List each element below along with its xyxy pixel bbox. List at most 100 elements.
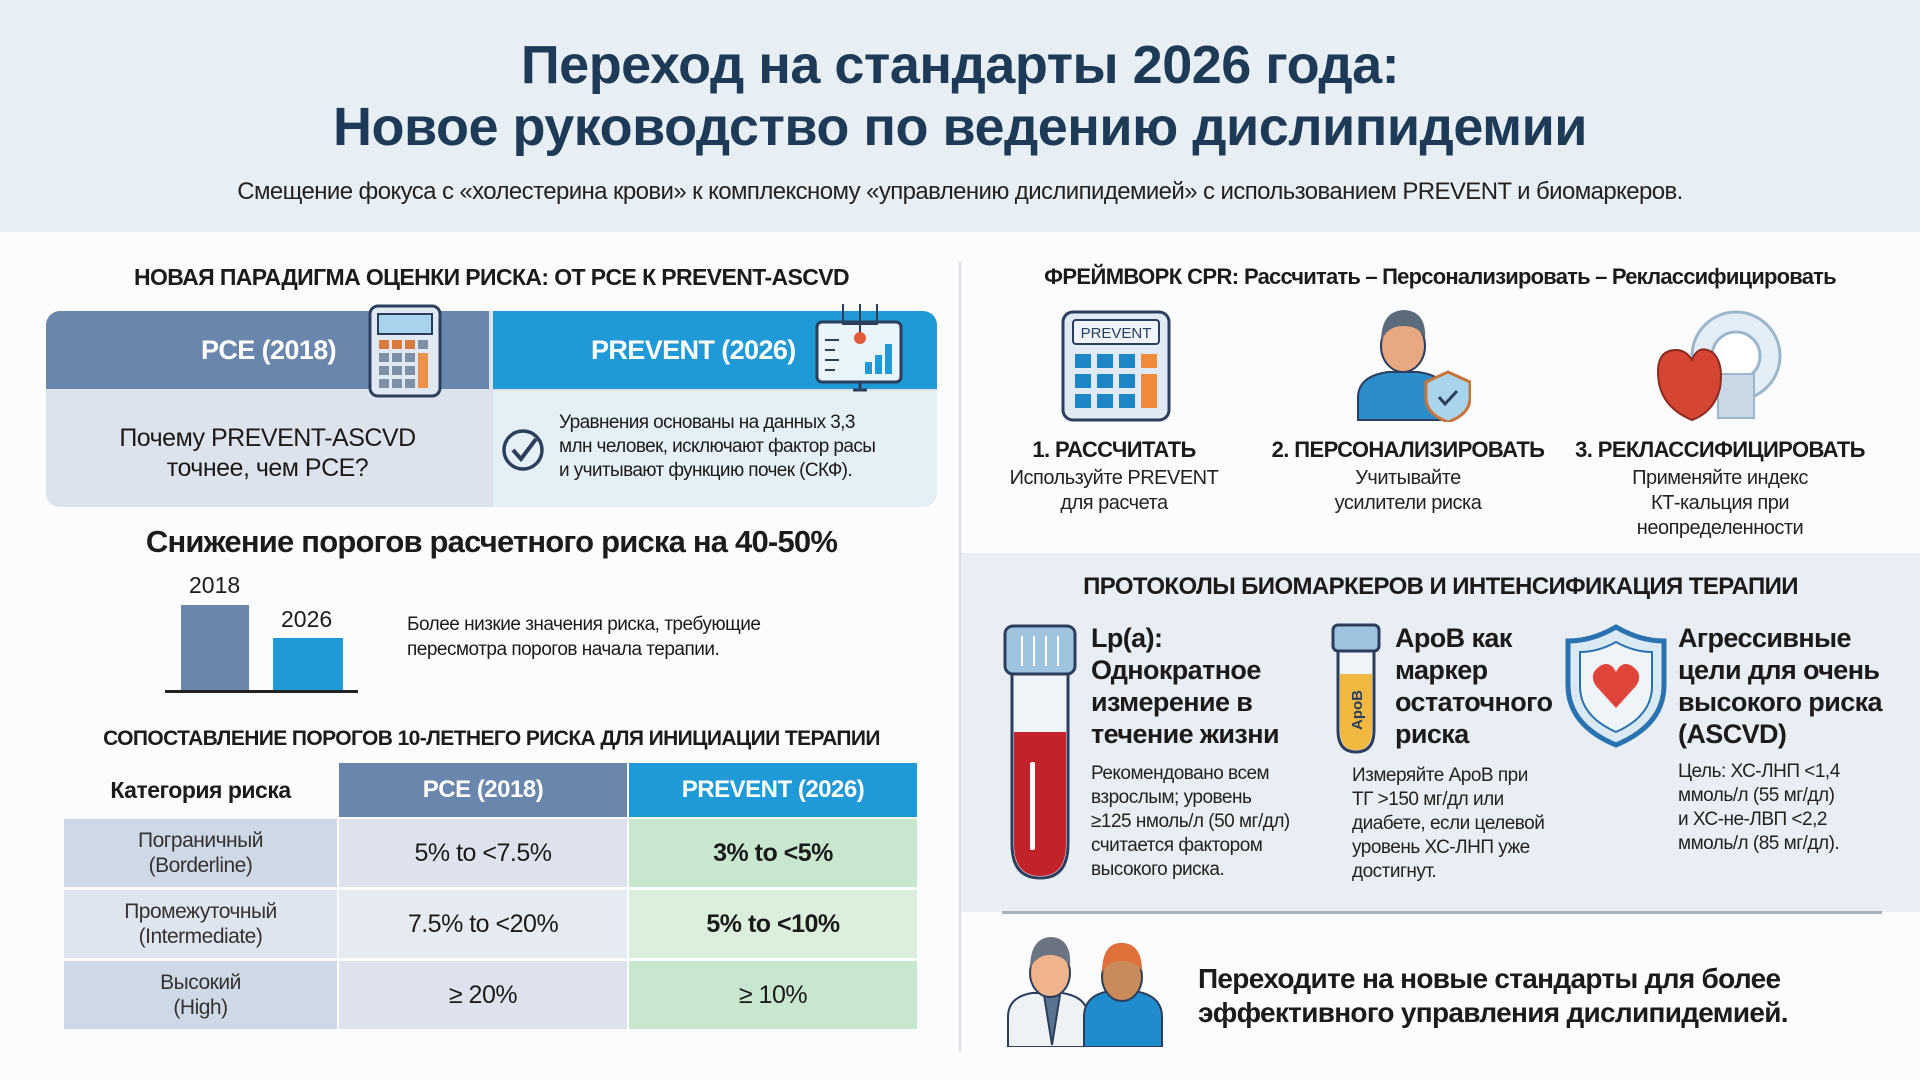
biomarker-desc-line: Рекомендовано всем xyxy=(1091,763,1270,784)
pce-value: 7.5% to <20% xyxy=(339,890,627,958)
step-desc-line: Применяйте индекс xyxy=(1632,467,1808,489)
biomarker-title-line: риска xyxy=(1395,719,1469,749)
category-name-en: (Borderline) xyxy=(148,854,253,877)
col-header-category: Категория риска xyxy=(110,776,291,803)
answer-line2: млн человек, исключают фактор расы xyxy=(559,436,876,457)
header-banner xyxy=(0,0,1920,232)
biomarkers-panel xyxy=(961,553,1920,912)
prevent-calculator-icon: PREVENT xyxy=(1061,310,1171,422)
pce-label: PCE (2018) xyxy=(201,335,337,365)
step-title: 1. РАССЧИТАТЬ xyxy=(1032,437,1196,462)
biomarker-title-line: измерение в xyxy=(1091,687,1253,717)
page-title-line2: Новое руководство по ведению дислипидеми… xyxy=(333,97,1587,157)
biomarker-desc-line: достигнут. xyxy=(1352,861,1437,882)
pce-body xyxy=(46,391,489,507)
category-name-en: (High) xyxy=(173,996,228,1019)
question-line2: точнее, чем PCE? xyxy=(166,454,369,482)
col-header-pce: PCE (2018) xyxy=(339,763,627,817)
answer-line3: и учитывают функцию почек (СКФ). xyxy=(559,460,853,481)
biomarker-title-line: остаточного xyxy=(1395,687,1553,717)
reduction-note-line2: пересмотра порогов начала терапии. xyxy=(407,639,720,660)
checkmark-icon xyxy=(502,429,544,471)
biomarker-desc-line: Цель: ХС-ЛНП <1,4 xyxy=(1678,761,1840,782)
cpr-heading-bold: ФРЕЙМВОРК CPR: xyxy=(1044,264,1239,289)
bar-2026 xyxy=(273,638,343,692)
prevent-label: PREVENT (2026) xyxy=(591,335,796,365)
prevent-value: 3% to <5% xyxy=(629,819,917,887)
biomarker-desc-line: уровень ХС-ЛНП уже xyxy=(1352,837,1530,858)
biomarker-title-line: Однократное xyxy=(1091,655,1261,685)
pce-value: 5% to <7.5% xyxy=(339,819,627,887)
column-divider xyxy=(959,262,961,1052)
biomarker-desc-line: ммоль/л (55 мг/дл) xyxy=(1678,785,1835,806)
footer-line2: эффективного управления дислипидемией. xyxy=(1198,997,1788,1028)
step-title: 2. ПЕРСОНАЛИЗИРОВАТЬ xyxy=(1271,437,1545,462)
paradigm-heading: НОВАЯ ПАРАДИГМА ОЦЕНКИ РИСКА: ОТ PCE К P… xyxy=(133,264,850,290)
biomarker-desc-line: высокого риска. xyxy=(1091,859,1225,880)
step-desc-line: КТ-кальция при xyxy=(1650,492,1790,514)
category-name: Промежуточный xyxy=(124,900,277,923)
bar-2018-label: 2018 xyxy=(189,572,241,598)
reduction-heading: Снижение порогов расчетного риска на 40-… xyxy=(145,524,838,559)
reduction-note-line1: Более низкие значения риска, требующие xyxy=(407,614,761,635)
biomarker-title-line: Агрессивные xyxy=(1678,623,1852,653)
category-name: Высокий xyxy=(160,971,241,994)
step-desc-line: усилители риска xyxy=(1334,492,1482,514)
heart-ct-scanner-icon xyxy=(1656,310,1782,422)
page-subtitle: Смещение фокуса с «холестерина крови» к … xyxy=(237,178,1683,205)
biomarker-title-line: (ASCVD) xyxy=(1678,719,1787,749)
paradigm-comparison: PCE (2018) PREVENT (2026) Почему PREVENT… xyxy=(46,311,937,507)
apob-tube-icon: ApoB xyxy=(1331,623,1381,754)
question-line1: Почему PREVENT-ASCVD xyxy=(119,424,416,452)
biomarker-desc-line: ≥125 нмоль/л (50 мг/дл) xyxy=(1091,811,1290,832)
biomarkers-heading: ПРОТОКОЛЫ БИОМАРКЕРОВ И ИНТЕНСИФИКАЦИЯ Т… xyxy=(1083,573,1798,600)
biomarker-title-line: ApoB как xyxy=(1395,623,1512,653)
biomarker-desc-line: взрослым; уровень xyxy=(1091,787,1252,808)
table-row-category: Пограничный (Borderline) xyxy=(64,819,337,887)
blood-tube-icon xyxy=(1003,624,1077,880)
col-header-prevent: PREVENT (2026) xyxy=(629,763,917,817)
biomarker-title-line: маркер xyxy=(1395,655,1488,685)
monitor-chart-icon xyxy=(815,304,903,392)
biomarker-desc-line: Измеряйте ApoB при xyxy=(1352,765,1528,786)
step-title: 3. РЕКЛАССИФИЦИРОВАТЬ xyxy=(1575,437,1865,462)
prevent-value: 5% to <10% xyxy=(629,890,917,958)
prevent-body xyxy=(493,391,937,507)
calculator-screen-text: PREVENT xyxy=(1081,325,1152,342)
doctor-patient-icon xyxy=(1007,937,1163,1047)
category-name-en: (Intermediate) xyxy=(138,925,263,948)
cpr-heading: ФРЕЙМВОРК CPR: Рассчитать – Персонализир… xyxy=(968,264,1912,290)
cpr-heading-rest: Рассчитать – Персонализировать – Рекласс… xyxy=(1243,264,1837,289)
biomarker-title-line: Lp(a): xyxy=(1091,623,1163,653)
biomarker-title-line: высокого риска xyxy=(1678,687,1883,717)
biomarker-desc-line: ммоль/л (85 мг/дл). xyxy=(1678,833,1840,854)
table-row-category: Высокий (High) xyxy=(64,961,337,1029)
table-heading: СОПОСТАВЛЕНИЕ ПОРОГОВ 10-ЛЕТНЕГО РИСКА Д… xyxy=(103,727,880,750)
biomarker-desc-line: диабете, если целевой xyxy=(1352,813,1545,834)
answer-line1: Уравнения основаны на данных 3,3 xyxy=(559,412,855,433)
category-name: Пограничный xyxy=(138,829,263,852)
step-desc-line: Используйте PREVENT xyxy=(1009,467,1219,489)
bar-baseline xyxy=(165,690,358,693)
step-desc-line: неопределенности xyxy=(1636,517,1804,539)
section-divider xyxy=(1002,911,1882,914)
table-row-category: Промежуточный (Intermediate) xyxy=(64,890,337,958)
risk-threshold-table: Категория риска PCE (2018) PREVENT (2026… xyxy=(64,763,917,1029)
page-title-line1: Переход на стандарты 2026 года: xyxy=(520,35,1400,95)
biomarker-desc-line: ТГ >150 мг/дл или xyxy=(1352,789,1504,810)
bar-2026-label: 2026 xyxy=(281,606,333,632)
tube-label: ApoB xyxy=(1349,690,1366,730)
step-desc-line: Учитывайте xyxy=(1355,467,1461,489)
biomarker-title-line: течение жизни xyxy=(1091,719,1280,749)
step-desc-line: для расчета xyxy=(1060,492,1168,514)
prevent-value: ≥ 10% xyxy=(629,961,917,1029)
bar-2018 xyxy=(181,605,249,692)
biomarker-desc-line: и ХС-не-ЛВП <2,2 xyxy=(1678,809,1827,830)
heart-shield-icon xyxy=(1565,624,1667,748)
calculator-icon xyxy=(368,304,442,398)
biomarker-desc-line: считается фактором xyxy=(1091,835,1263,856)
pce-value: ≥ 20% xyxy=(339,961,627,1029)
doctor-shield-icon xyxy=(1357,310,1471,422)
footer-line1: Переходите на новые стандарты для более xyxy=(1198,963,1781,994)
biomarker-title-line: цели для очень xyxy=(1678,655,1880,685)
